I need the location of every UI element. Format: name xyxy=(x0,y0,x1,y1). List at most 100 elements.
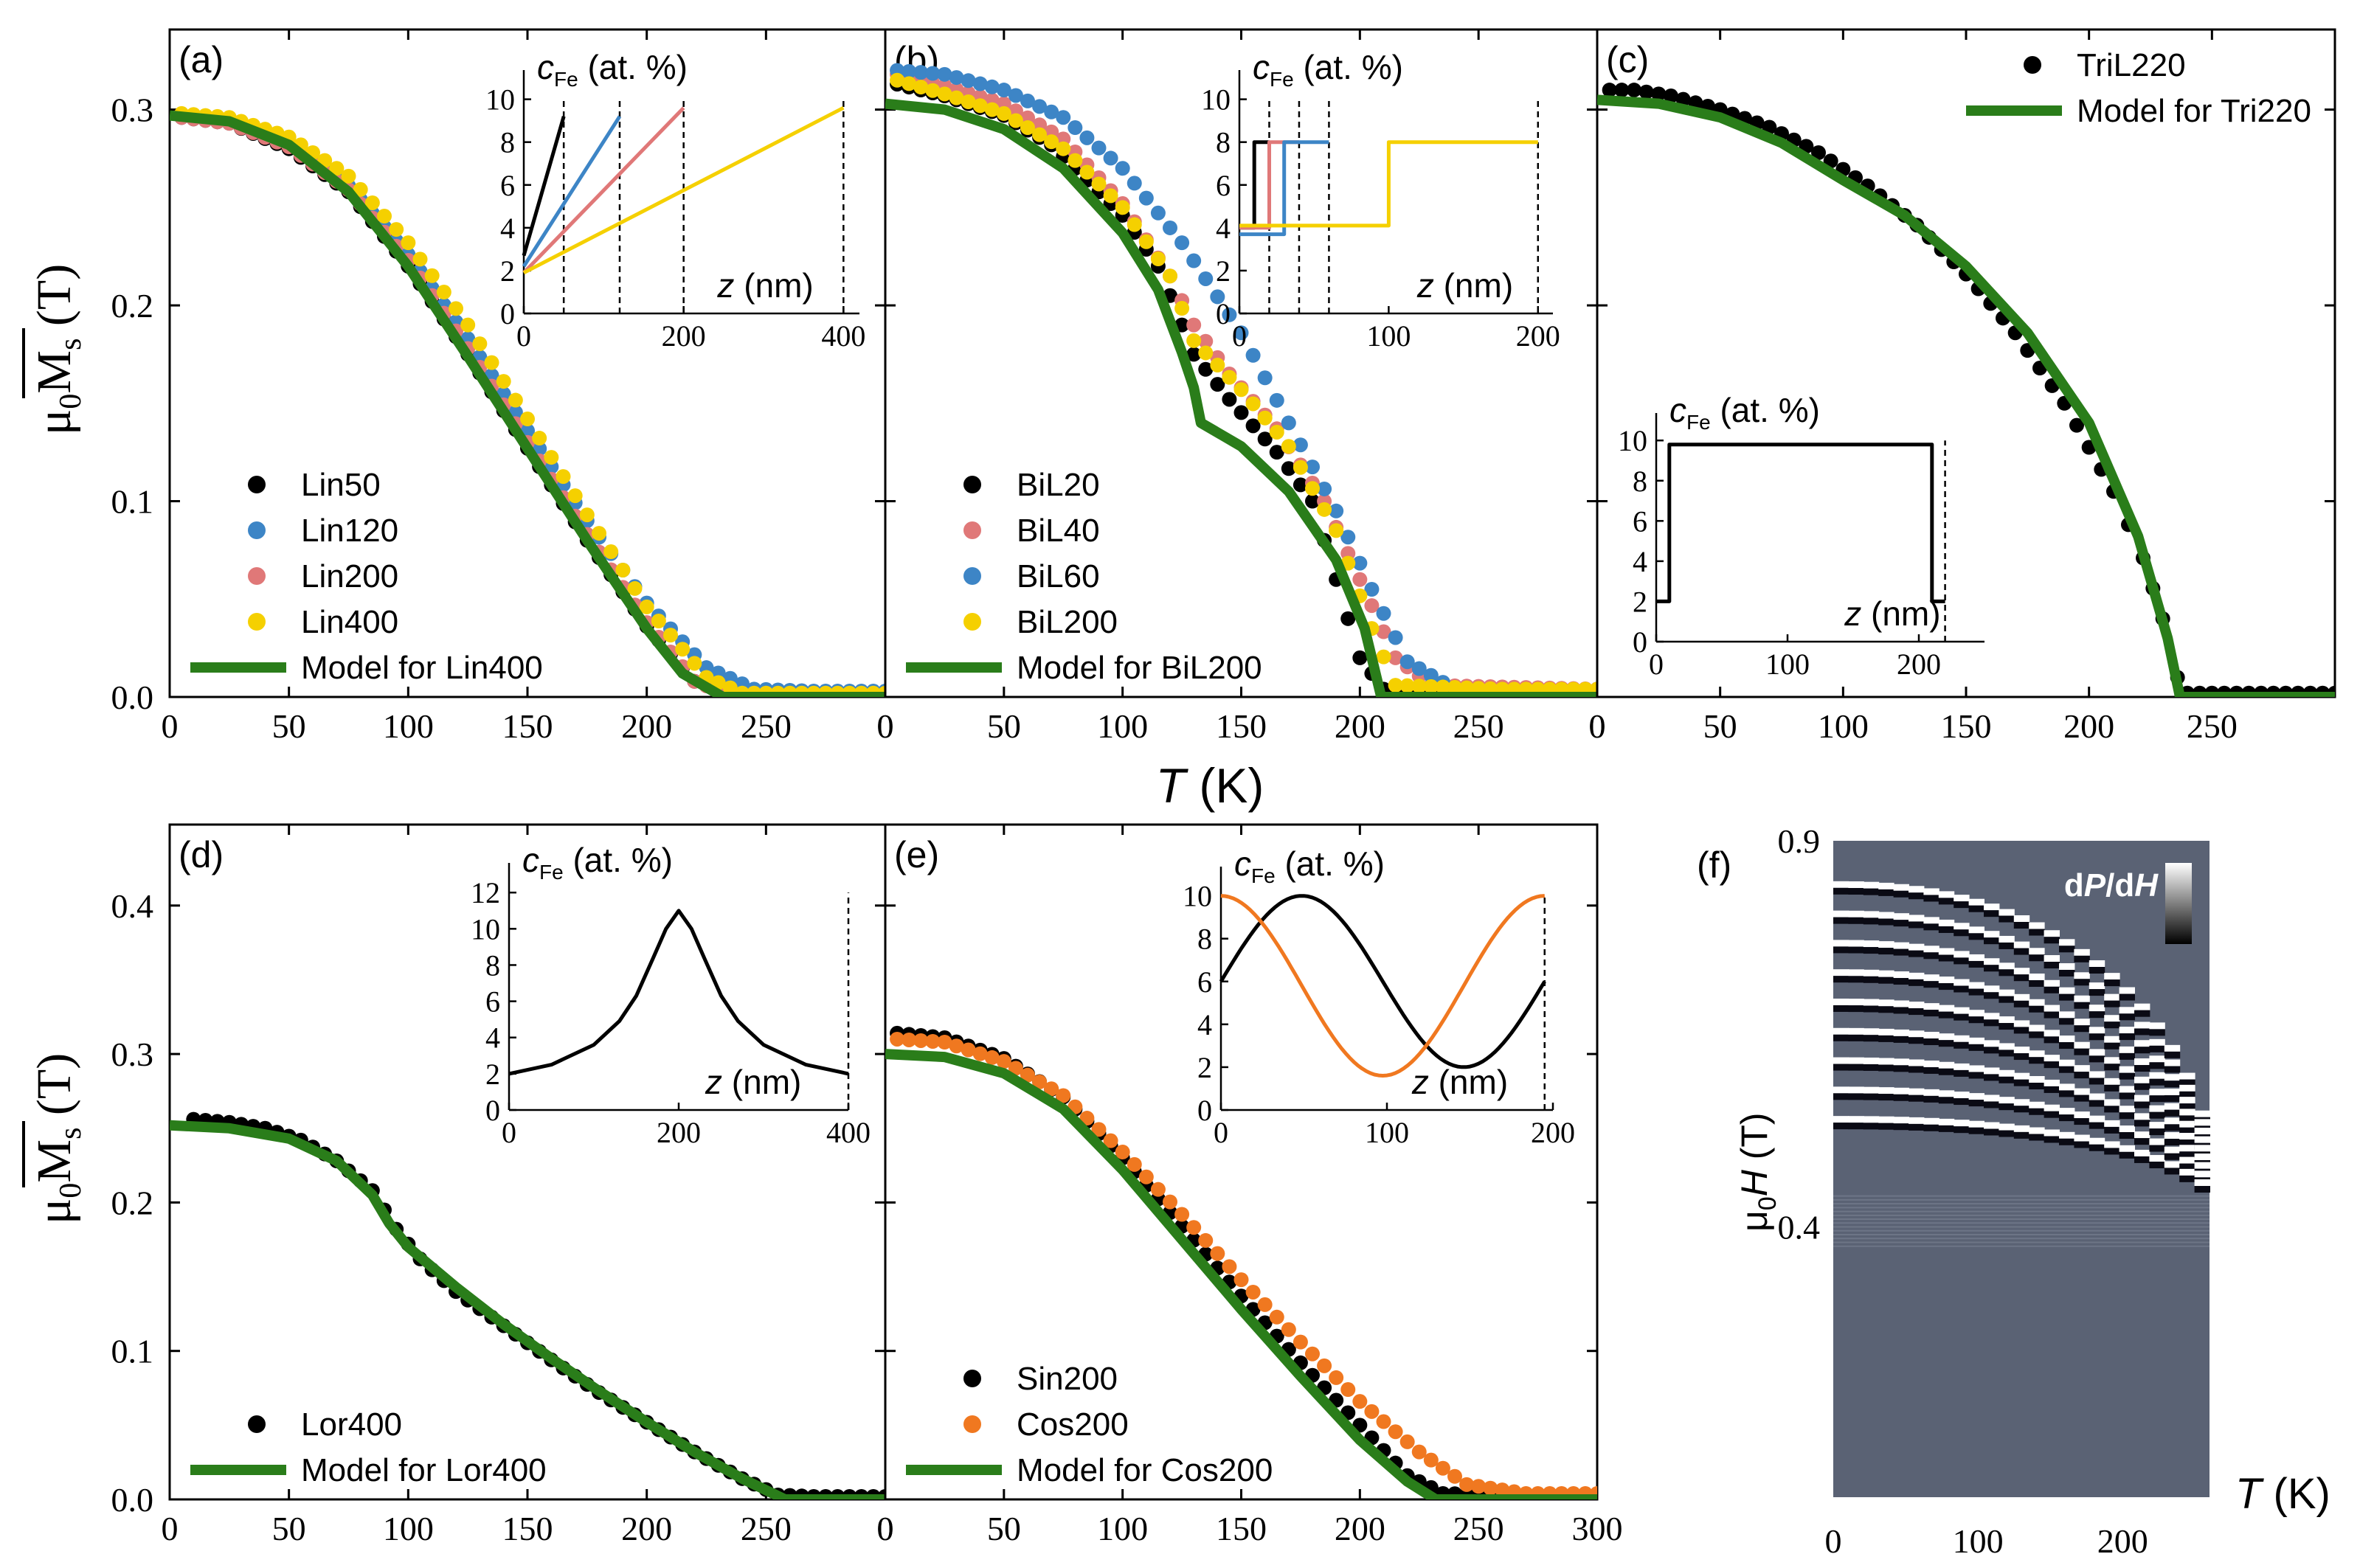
heatmap-cell xyxy=(2149,1122,2165,1129)
heatmap-cell xyxy=(2044,1036,2060,1044)
heatmap-cell xyxy=(2044,1011,2060,1019)
inset-title: cFe (at. %) xyxy=(537,48,688,91)
heatmap-cell xyxy=(2089,1071,2105,1078)
heatmap-cell xyxy=(2074,979,2090,986)
heatmap-cell xyxy=(2029,980,2045,988)
data-point-bil60 xyxy=(1115,161,1130,176)
data-point-bil20 xyxy=(1281,461,1296,476)
inset-x-tick-label: 200 xyxy=(657,1116,701,1149)
heatmap-cell xyxy=(2149,1045,2165,1052)
heatmap-cell xyxy=(1863,999,1880,1006)
heatmap-cell xyxy=(2119,1106,2135,1113)
data-point-cos200 xyxy=(1079,1111,1095,1126)
series-group xyxy=(885,63,1597,697)
inset-y-tick-label: 10 xyxy=(1201,83,1231,117)
heatmap-cell xyxy=(2149,1111,2165,1119)
y-tick-label: 0.1 xyxy=(111,483,154,521)
legend-marker xyxy=(248,476,266,493)
data-point-cos200 xyxy=(1376,1414,1391,1429)
colorbar-bar xyxy=(2165,863,2192,944)
heatmap-cell xyxy=(2059,969,2075,976)
x-tick-label: 250 xyxy=(1453,1510,1504,1547)
heatmap-cell xyxy=(1848,1057,1864,1064)
x-tick-label: 100 xyxy=(383,707,434,745)
heatmap-cell xyxy=(2119,1145,2135,1152)
inset-x-tick-label: 100 xyxy=(1765,648,1810,681)
legend-label: BiL200 xyxy=(1017,604,1118,640)
data-point-bil200 xyxy=(1115,200,1130,215)
heatmap-cell xyxy=(1968,954,1984,961)
heatmap-cell xyxy=(2044,979,2060,987)
heatmap-cell xyxy=(1909,1095,1925,1102)
heatmap-cell xyxy=(2134,1058,2150,1066)
heatmap-cell xyxy=(2104,1141,2120,1148)
data-point-cos200 xyxy=(1281,1322,1296,1337)
heatmap-cell xyxy=(1954,1007,1970,1014)
legend-marker xyxy=(963,1370,981,1387)
heatmap-cell xyxy=(2149,1138,2165,1145)
heatmap-cell xyxy=(2134,1047,2150,1054)
heatmap-cell xyxy=(2149,1162,2165,1169)
heatmap-cell xyxy=(2044,962,2060,969)
x-tick-label: 0 xyxy=(877,1510,894,1547)
heatmap-cell xyxy=(1968,1037,1984,1044)
heatmap-cell xyxy=(1848,946,1864,954)
data-point-lin400 xyxy=(687,656,702,671)
inset-line-lor400 xyxy=(508,909,849,1076)
x-tick-label: 150 xyxy=(1216,1510,1267,1547)
heatmap-cell xyxy=(2104,1106,2120,1113)
heatmap-cell xyxy=(1923,981,1939,988)
heatmap-cell xyxy=(2104,1120,2120,1127)
heatmap-cell xyxy=(1878,1094,1894,1101)
data-point-lin400 xyxy=(663,628,678,643)
data-point-cos200 xyxy=(890,1031,905,1047)
heatmap-cell xyxy=(2179,1168,2195,1176)
heatmap-cell xyxy=(1878,970,1894,977)
heatmap-cell xyxy=(2089,1055,2105,1063)
inset-line-lin50 xyxy=(522,116,566,257)
heatmap-cell xyxy=(2164,1088,2181,1095)
data-point-cos200 xyxy=(1329,1370,1344,1385)
y-tick-label: 0.3 xyxy=(111,91,154,129)
heatmap-cell xyxy=(2164,1103,2181,1110)
inset-y-tick-label: 10 xyxy=(1618,424,1647,457)
heatmap-cell xyxy=(2089,960,2105,968)
x-tick-label: 50 xyxy=(272,1510,306,1547)
panel-label: (e) xyxy=(894,834,939,875)
legend-marker xyxy=(963,476,981,493)
heatmap-cell xyxy=(1923,888,1939,895)
heatmap-cell xyxy=(1909,915,1925,922)
heatmap-cell xyxy=(1954,979,1970,986)
heatmap-cell xyxy=(1909,1002,1925,1009)
heatmap-cell xyxy=(1923,1060,1939,1067)
heatmap-cell xyxy=(2194,1170,2210,1178)
heatmap-cell xyxy=(1909,921,1925,929)
heatmap-cell xyxy=(1984,1019,2000,1027)
x-tick-label: 150 xyxy=(1941,707,1992,745)
heatmap-cell xyxy=(1833,969,1849,976)
heatmap-cell xyxy=(2074,1134,2090,1142)
inset-y-tick-label: 2 xyxy=(1216,254,1231,288)
heatmap-cell xyxy=(2089,1122,2105,1129)
heatmap-cell xyxy=(2029,1031,2045,1038)
heatmap-cell xyxy=(1863,969,1880,976)
inset-x-label: z (nm) xyxy=(1844,594,1940,633)
heatmap-cell xyxy=(2104,993,2120,1001)
heatmap-cell xyxy=(2059,1131,2075,1139)
data-point-cos200 xyxy=(1245,1284,1261,1300)
inset-y-tick-label: 10 xyxy=(471,912,500,946)
heatmap-cell xyxy=(1893,1007,1909,1014)
heatmap-cell xyxy=(2149,1062,2165,1069)
heatmap-cell xyxy=(1923,1124,1939,1131)
x-tick-label: 0 xyxy=(162,707,179,745)
data-point-lin400 xyxy=(341,168,356,184)
heatmap-cell xyxy=(2104,1064,2120,1071)
data-point-bil20 xyxy=(1352,650,1368,665)
panel-label: (c) xyxy=(1606,39,1649,80)
heatmap-cell xyxy=(1968,1127,1984,1134)
heatmap-cell xyxy=(1923,1089,1939,1096)
inset-y-tick-label: 2 xyxy=(485,1058,500,1091)
heatmap-cell xyxy=(1909,1088,1925,1095)
heatmap-cell xyxy=(2089,1011,2105,1019)
heatmap-cell xyxy=(1954,1063,1970,1070)
